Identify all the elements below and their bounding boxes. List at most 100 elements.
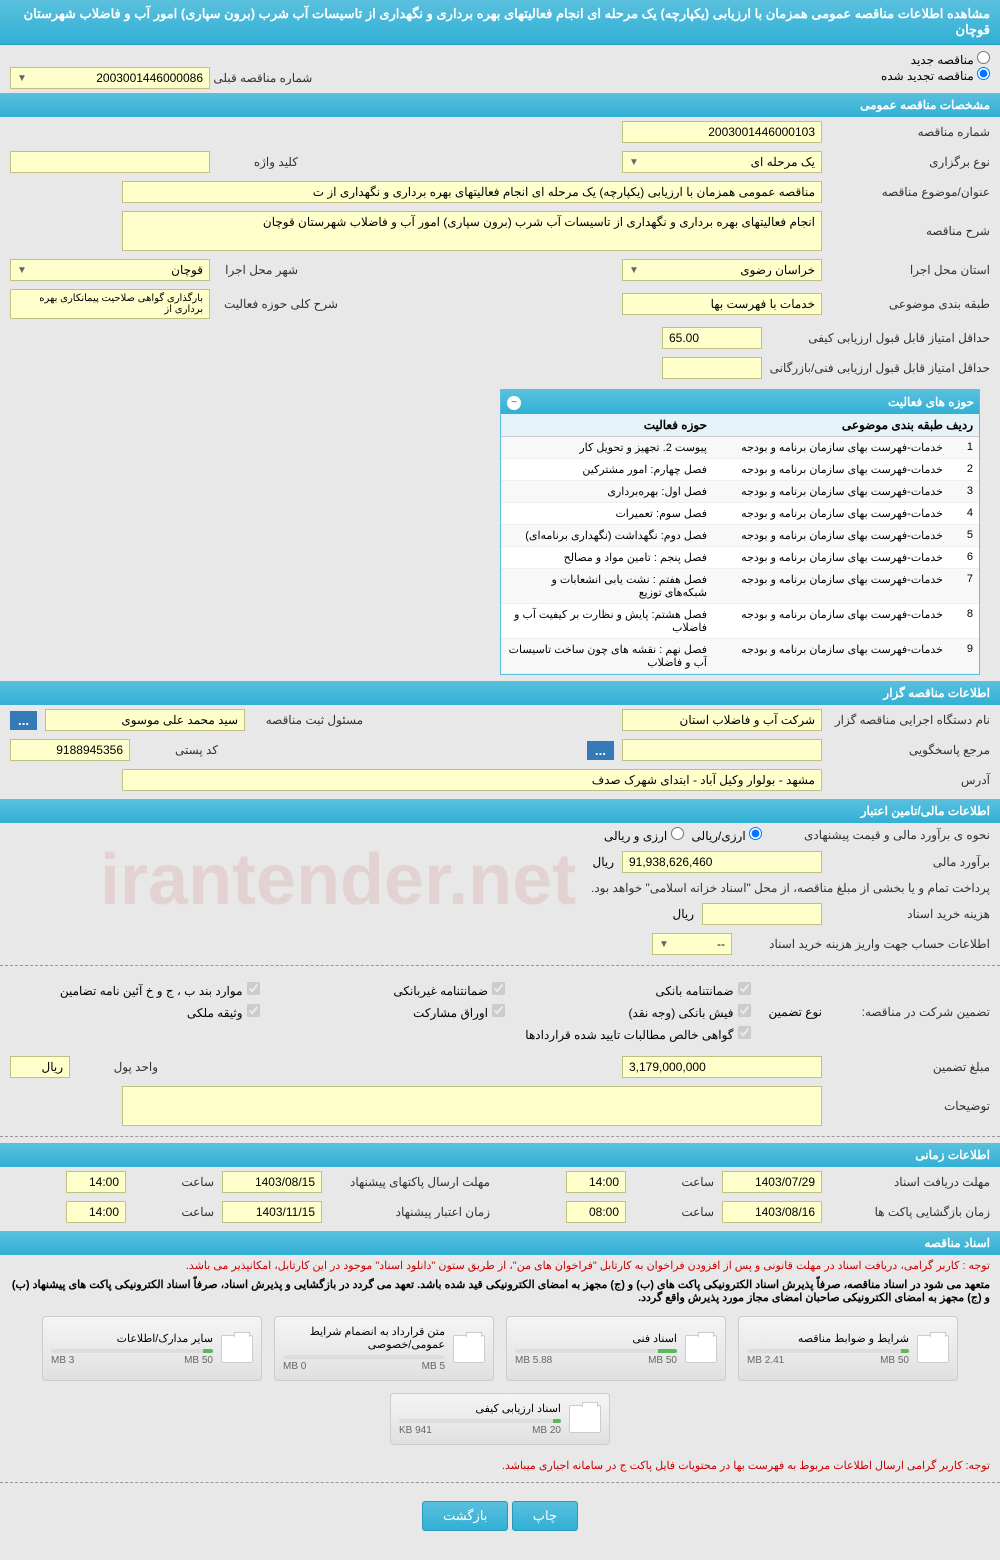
doc-item[interactable]: شرایط و ضوابط مناقصه 50 MB2.41 MB	[738, 1316, 958, 1381]
category-label: طبقه بندی موضوعی	[830, 297, 990, 311]
footer-buttons: چاپ بازگشت	[0, 1489, 1000, 1543]
time-label3: ساعت	[634, 1205, 714, 1219]
activity-desc-field: بارگذاری گواهی صلاحیت پیمانکاری بهره برد…	[10, 289, 210, 319]
category-field: خدمات با فهرست بها	[622, 293, 822, 315]
doc-note-2: متعهد می شود در اسناد مناقصه، صرفاً پذیر…	[0, 1276, 1000, 1306]
chevron-down-icon: ▼	[629, 157, 639, 168]
validity-label: زمان اعتبار پیشنهاد	[330, 1205, 490, 1219]
open-label: زمان بازگشایی پاکت ها	[830, 1205, 990, 1219]
table-row: 5خدمات-فهرست بهای سازمان برنامه و بودجهف…	[501, 525, 979, 547]
response-field	[622, 739, 822, 761]
table-row: 7خدمات-فهرست بهای سازمان برنامه و بودجهف…	[501, 569, 979, 604]
radio-rial[interactable]: ارزی/ریالی	[692, 827, 762, 843]
time-label2: ساعت	[134, 1175, 214, 1189]
subject-label: عنوان/موضوع مناقصه	[830, 185, 990, 199]
receive-time: 14:00	[566, 1171, 626, 1193]
section-organizer: اطلاعات مناقصه گزار	[0, 681, 1000, 705]
divider	[0, 965, 1000, 966]
receive-deadline-label: مهلت دریافت اسناد	[830, 1175, 990, 1189]
response-label: مرجع پاسخگویی	[830, 743, 990, 757]
chk-bonds[interactable]: اوراق مشارکت	[266, 1004, 506, 1020]
desc-label: شرح مناقصه	[830, 224, 990, 238]
radio-foreign[interactable]: ارزی و ریالی	[604, 827, 684, 843]
chk-property[interactable]: وثیقه ملکی	[20, 1004, 260, 1020]
folder-icon	[569, 1405, 601, 1433]
account-dropdown[interactable]: --▼	[652, 933, 732, 955]
table-row: 3خدمات-فهرست بهای سازمان برنامه و بودجهف…	[501, 481, 979, 503]
notes-field[interactable]	[122, 1086, 822, 1126]
activity-desc-label: شرح کلی حوزه فعالیت	[218, 297, 338, 311]
receive-deadline: 1403/07/29	[722, 1171, 822, 1193]
payment-note: پرداخت تمام و یا بخشی از مبلغ مناقصه، از…	[591, 881, 990, 895]
chevron-down-icon: ▼	[17, 265, 27, 276]
postal-field: 9188945356	[10, 739, 130, 761]
guarantee-label: تضمین شرکت در مناقصه:	[830, 1005, 990, 1019]
guarantee-type-label: نوع تضمین	[769, 1005, 822, 1019]
print-button[interactable]: چاپ	[512, 1501, 578, 1531]
chk-bank-guarantee[interactable]: ضمانتنامه بانکی	[511, 982, 751, 998]
section-documents: اسناد مناقصه	[0, 1231, 1000, 1255]
table-row: 6خدمات-فهرست بهای سازمان برنامه و بودجهف…	[501, 547, 979, 569]
time-label: ساعت	[634, 1175, 714, 1189]
send-deadline-label: مهلت ارسال پاکتهای پیشنهاد	[330, 1175, 490, 1189]
doc-item[interactable]: اسناد ارزیابی کیفی 20 MB941 KB	[390, 1393, 610, 1445]
response-more-button[interactable]: ...	[587, 741, 614, 760]
notes-label: توضیحات	[830, 1099, 990, 1113]
chk-claims[interactable]: گواهی خالص مطالبات تایید شده قراردادها	[511, 1026, 751, 1042]
estimate-method-label: نحوه ی برآورد مالی و قیمت پیشنهادی	[770, 828, 990, 842]
col-cat-header: طبقه بندی موضوعی	[707, 418, 943, 432]
currency-rial: ریال	[592, 855, 614, 869]
table-row: 2خدمات-فهرست بهای سازمان برنامه و بودجهف…	[501, 459, 979, 481]
chk-receipt[interactable]: فیش بانکی (وجه نقد)	[511, 1004, 751, 1020]
min-tech-field	[662, 357, 762, 379]
validity-date: 1403/11/15	[222, 1201, 322, 1223]
tender-type-radios: مناقصه جدید مناقصه تجدید شده شماره مناقص…	[0, 45, 1000, 89]
desc-field[interactable]: انجام فعالیتهای بهره برداری و نگهداری از…	[122, 211, 822, 251]
province-label: استان محل اجرا	[830, 263, 990, 277]
open-time: 08:00	[566, 1201, 626, 1223]
back-button[interactable]: بازگشت	[422, 1501, 508, 1531]
col-idx-header: ردیف	[943, 418, 973, 432]
doc-item[interactable]: متن قرارداد به انضمام شرایط عمومی/خصوصی …	[274, 1316, 494, 1381]
chk-amendment[interactable]: موارد بند ب ، ج و خ آئین نامه تضامین	[20, 982, 260, 998]
radio-new[interactable]: مناقصه جدید	[911, 53, 990, 67]
min-quality-field: 65.00	[662, 327, 762, 349]
folder-icon	[685, 1335, 717, 1363]
keyword-field[interactable]	[10, 151, 210, 173]
currency-rial2: ریال	[672, 907, 694, 921]
chk-nonbank[interactable]: ضمانتنامه غیربانکی	[266, 982, 506, 998]
time-label4: ساعت	[134, 1205, 214, 1219]
postal-label: کد پستی	[138, 743, 218, 757]
city-label: شهر محل اجرا	[218, 263, 298, 277]
guarantee-amount-label: مبلغ تضمین	[830, 1060, 990, 1074]
prev-num-label: شماره مناقصه قبلی	[213, 71, 312, 85]
account-label: اطلاعات حساب جهت واریز هزینه خرید اسناد	[740, 937, 990, 951]
responsible-field: سید محمد علی موسوی	[45, 709, 245, 731]
doc-note-1: توجه : کاربر گرامی، دریافت اسناد در مهلت…	[0, 1255, 1000, 1276]
tender-num-label: شماره مناقصه	[830, 125, 990, 139]
org-field: شرکت آب و فاضلاب استان	[622, 709, 822, 731]
section-timing: اطلاعات زمانی	[0, 1143, 1000, 1167]
radio-renewed[interactable]: مناقصه تجدید شده	[881, 69, 990, 83]
city-dropdown[interactable]: قوچان▼	[10, 259, 210, 281]
doc-cost-label: هزینه خرید اسناد	[830, 907, 990, 921]
collapse-icon[interactable]: −	[507, 396, 521, 410]
type-dropdown[interactable]: یک مرحله ای▼	[622, 151, 822, 173]
chevron-down-icon: ▼	[659, 939, 669, 950]
chevron-down-icon: ▼	[629, 265, 639, 276]
send-time: 14:00	[66, 1171, 126, 1193]
responsible-label: مسئول ثبت مناقصه	[253, 713, 363, 727]
section-general: مشخصات مناقصه عمومی	[0, 93, 1000, 117]
validity-time: 14:00	[66, 1201, 126, 1223]
doc-item[interactable]: سایر مدارک/اطلاعات 50 MB3 MB	[42, 1316, 262, 1381]
subject-field: مناقصه عمومی همزمان با ارزیابی (یکپارچه)…	[122, 181, 822, 203]
prev-num-field[interactable]: 2003001446000086▼	[10, 67, 210, 89]
divider	[0, 1482, 1000, 1483]
tender-num: 2003001446000103	[622, 121, 822, 143]
doc-item[interactable]: اسناد فنی 50 MB5.88 MB	[506, 1316, 726, 1381]
province-dropdown[interactable]: خراسان رضوی▼	[622, 259, 822, 281]
address-field: مشهد - بولوار وکیل آباد - ابتدای شهرک صد…	[122, 769, 822, 791]
divider	[0, 1136, 1000, 1137]
responsible-more-button[interactable]: ...	[10, 711, 37, 730]
org-label: نام دستگاه اجرایی مناقصه گزار	[830, 713, 990, 727]
